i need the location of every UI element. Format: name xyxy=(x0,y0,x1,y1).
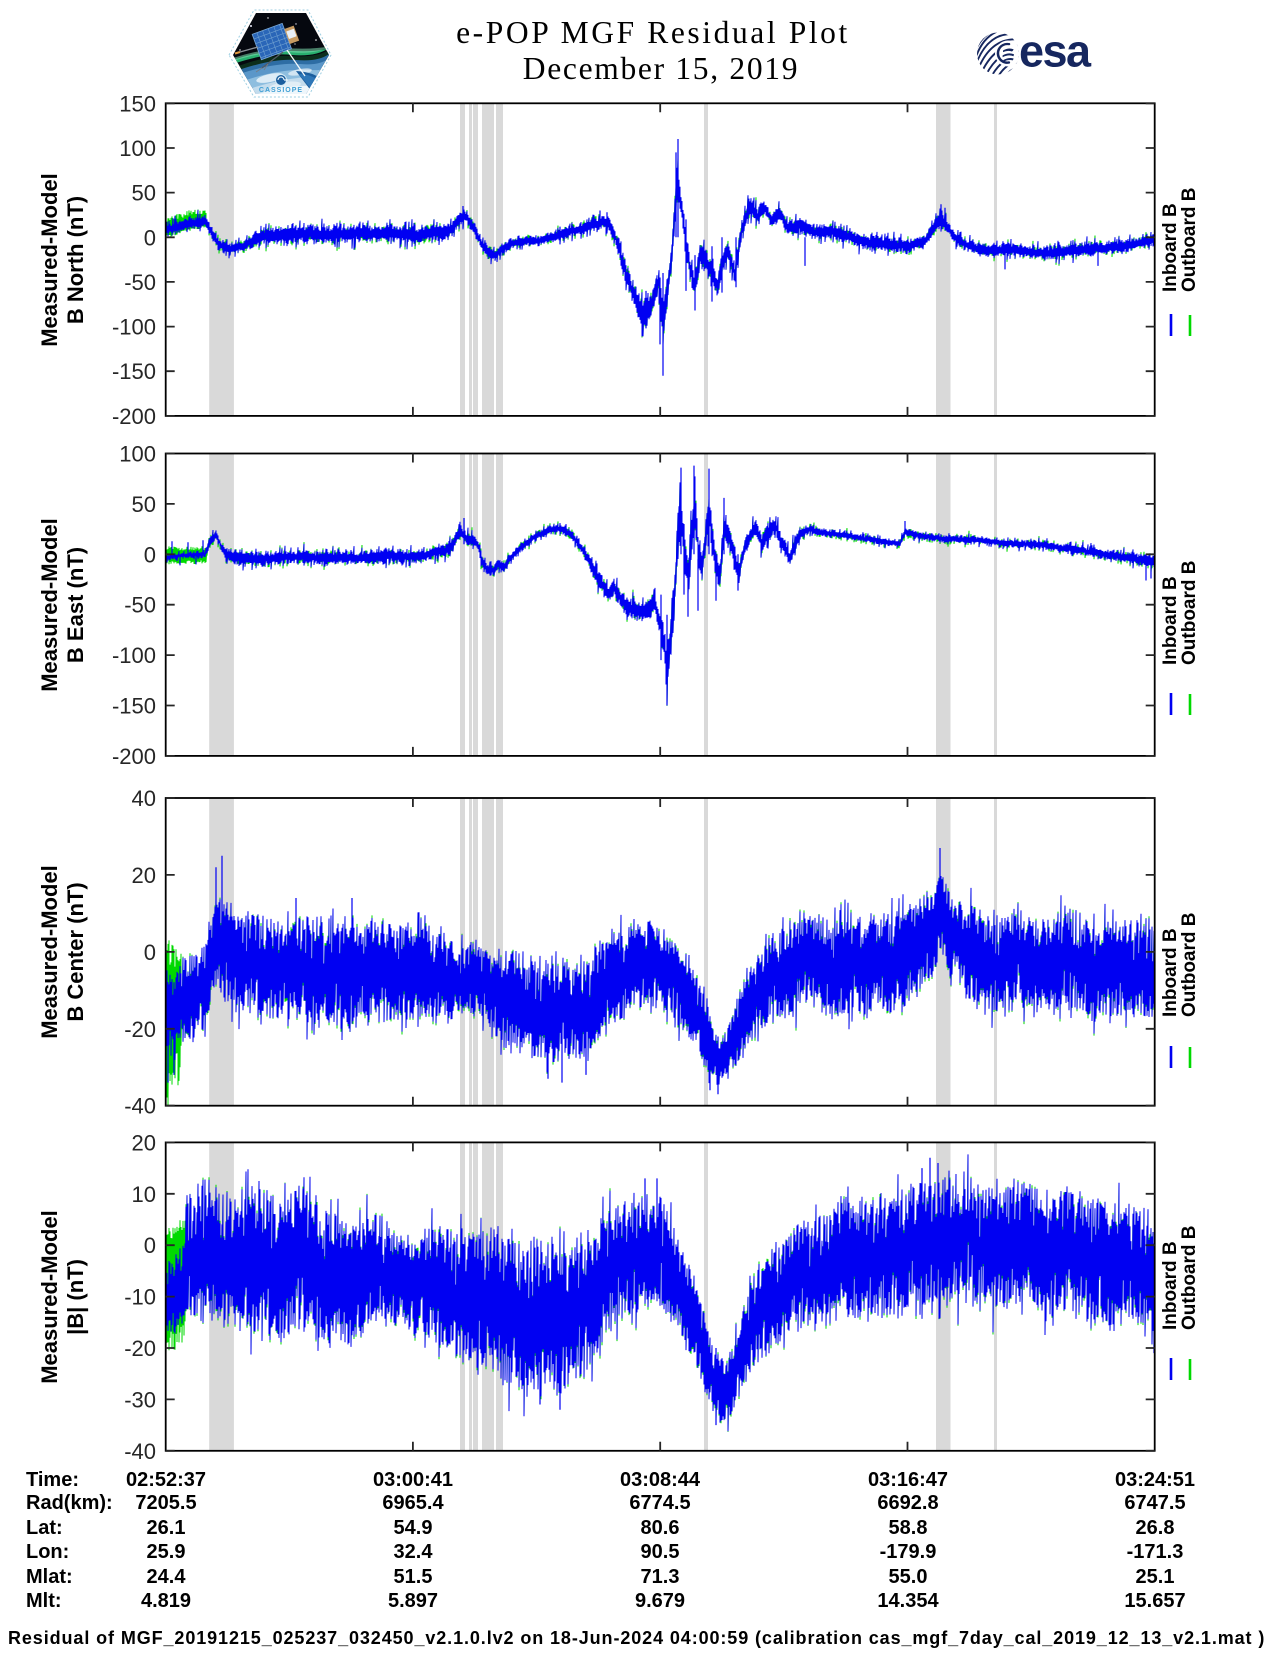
svg-text:e-POP MGF Residual Plot: e-POP MGF Residual Plot xyxy=(456,15,850,50)
svg-text:51.5: 51.5 xyxy=(394,1566,433,1588)
svg-text:Mlat:: Mlat: xyxy=(26,1566,73,1588)
svg-text:20: 20 xyxy=(132,1130,156,1155)
svg-text:|B| (nT): |B| (nT) xyxy=(63,1259,88,1335)
svg-text:20: 20 xyxy=(132,863,156,888)
svg-text:6774.5: 6774.5 xyxy=(629,1492,690,1514)
svg-text:Residual of MGF_20191215_02523: Residual of MGF_20191215_025237_032450_v… xyxy=(8,1628,1265,1648)
svg-text:B Center (nT): B Center (nT) xyxy=(63,882,88,1021)
svg-text:10: 10 xyxy=(132,1182,156,1207)
svg-text:-171.3: -171.3 xyxy=(1127,1541,1184,1563)
svg-text:Outboard B: Outboard B xyxy=(1179,561,1200,666)
svg-text:9.679: 9.679 xyxy=(635,1590,685,1612)
svg-text:-200: -200 xyxy=(112,404,156,429)
svg-text:B East (nT): B East (nT) xyxy=(63,547,88,663)
svg-text:5.897: 5.897 xyxy=(388,1590,438,1612)
svg-text:-50: -50 xyxy=(124,593,156,618)
svg-text:-20: -20 xyxy=(124,1017,156,1042)
svg-text:90.5: 90.5 xyxy=(641,1541,680,1563)
svg-text:B North (nT): B North (nT) xyxy=(63,196,88,324)
svg-text:CASSIOPE: CASSIOPE xyxy=(259,87,303,94)
svg-text:-150: -150 xyxy=(112,694,156,719)
svg-text:Measured-Model: Measured-Model xyxy=(37,1210,62,1384)
svg-text:Outboard B: Outboard B xyxy=(1179,1226,1200,1331)
svg-text:03:08:44: 03:08:44 xyxy=(620,1469,701,1491)
svg-text:Measured-Model: Measured-Model xyxy=(37,518,62,692)
svg-text:Lon:: Lon: xyxy=(26,1541,69,1563)
svg-text:50: 50 xyxy=(132,492,156,517)
svg-text:Outboard B: Outboard B xyxy=(1179,188,1200,293)
svg-text:-100: -100 xyxy=(112,315,156,340)
svg-text:50: 50 xyxy=(132,181,156,206)
svg-text:-40: -40 xyxy=(124,1439,156,1464)
svg-text:58.8: 58.8 xyxy=(889,1517,928,1539)
svg-text:-40: -40 xyxy=(124,1094,156,1119)
svg-text:32.4: 32.4 xyxy=(394,1541,434,1563)
svg-text:6692.8: 6692.8 xyxy=(877,1492,938,1514)
svg-text:Inboard B: Inboard B xyxy=(1160,576,1181,665)
svg-text:Measured-Model: Measured-Model xyxy=(37,865,62,1039)
svg-text:-10: -10 xyxy=(124,1285,156,1310)
svg-text:Time:: Time: xyxy=(26,1469,79,1491)
svg-text:26.1: 26.1 xyxy=(147,1517,186,1539)
svg-text:03:00:41: 03:00:41 xyxy=(373,1469,453,1491)
svg-text:December 15, 2019: December 15, 2019 xyxy=(523,51,799,86)
svg-text:-179.9: -179.9 xyxy=(880,1541,937,1563)
svg-text:14.354: 14.354 xyxy=(877,1590,939,1612)
svg-text:100: 100 xyxy=(119,442,156,467)
svg-text:54.9: 54.9 xyxy=(394,1517,433,1539)
svg-text:55.0: 55.0 xyxy=(889,1566,928,1588)
svg-text:-20: -20 xyxy=(124,1336,156,1361)
svg-text:6965.4: 6965.4 xyxy=(382,1492,444,1514)
svg-text:6747.5: 6747.5 xyxy=(1124,1492,1185,1514)
svg-text:25.1: 25.1 xyxy=(1136,1566,1175,1588)
svg-text:Rad(km):: Rad(km): xyxy=(26,1492,113,1514)
svg-text:-30: -30 xyxy=(124,1387,156,1412)
svg-text:03:24:51: 03:24:51 xyxy=(1115,1469,1195,1491)
svg-text:100: 100 xyxy=(119,136,156,161)
svg-text:Outboard B: Outboard B xyxy=(1179,913,1200,1018)
svg-text:24.4: 24.4 xyxy=(147,1566,187,1588)
svg-text:15.657: 15.657 xyxy=(1124,1590,1185,1612)
svg-text:Lat:: Lat: xyxy=(26,1517,63,1539)
svg-text:esa: esa xyxy=(1019,26,1092,77)
svg-text:0: 0 xyxy=(144,940,156,965)
svg-text:-200: -200 xyxy=(112,744,156,769)
svg-text:Inboard B: Inboard B xyxy=(1160,928,1181,1017)
svg-text:-50: -50 xyxy=(124,270,156,295)
svg-text:Inboard B: Inboard B xyxy=(1160,203,1181,292)
svg-text:02:52:37: 02:52:37 xyxy=(126,1469,206,1491)
svg-text:4.819: 4.819 xyxy=(141,1590,191,1612)
svg-text:150: 150 xyxy=(119,91,156,116)
svg-text:Measured-Model: Measured-Model xyxy=(37,173,62,347)
svg-text:40: 40 xyxy=(132,786,156,811)
svg-text:-150: -150 xyxy=(112,359,156,384)
svg-text:80.6: 80.6 xyxy=(641,1517,680,1539)
svg-text:Mlt:: Mlt: xyxy=(26,1590,62,1612)
svg-text:7205.5: 7205.5 xyxy=(135,1492,196,1514)
svg-text:71.3: 71.3 xyxy=(641,1566,680,1588)
svg-text:26.8: 26.8 xyxy=(1136,1517,1175,1539)
svg-text:Inboard B: Inboard B xyxy=(1160,1241,1181,1330)
svg-text:-100: -100 xyxy=(112,643,156,668)
svg-text:0: 0 xyxy=(144,1233,156,1258)
svg-text:0: 0 xyxy=(144,542,156,567)
svg-text:0: 0 xyxy=(144,225,156,250)
svg-text:03:16:47: 03:16:47 xyxy=(868,1469,948,1491)
svg-text:25.9: 25.9 xyxy=(147,1541,186,1563)
